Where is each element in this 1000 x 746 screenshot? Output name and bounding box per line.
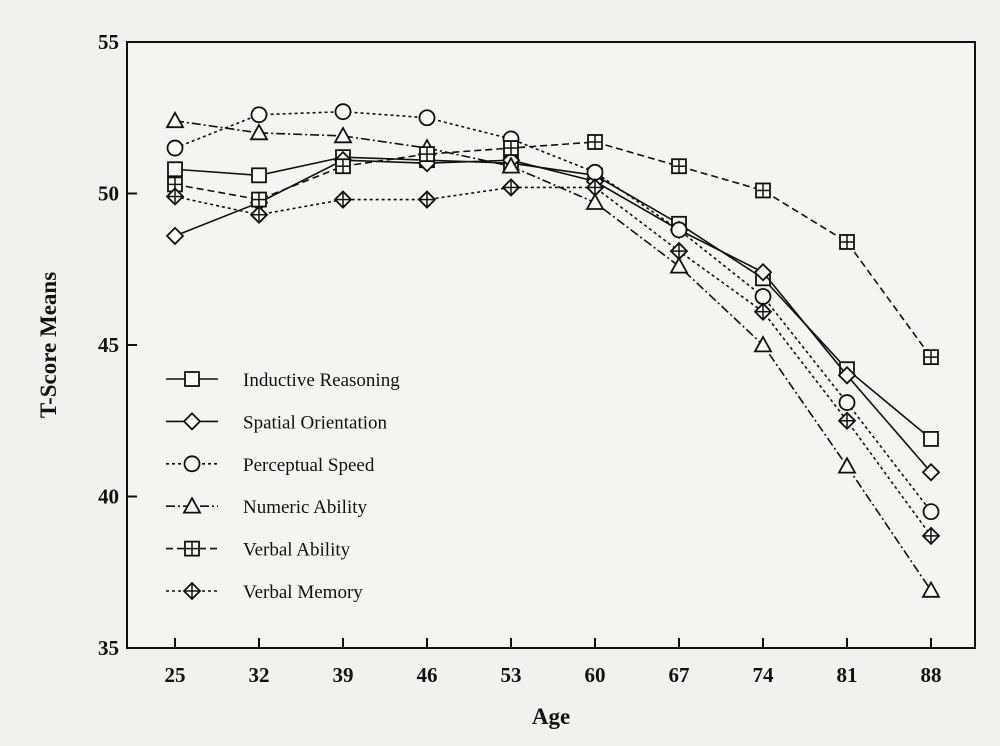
series-verbal-ability	[167, 134, 939, 366]
plot-area	[126, 41, 976, 649]
data-point	[838, 394, 856, 411]
data-point	[586, 163, 604, 181]
data-point	[165, 110, 185, 129]
y-axis: 35 40 45 50 55	[98, 30, 137, 660]
legend-item-verbal-ability: Verbal Ability	[166, 540, 351, 561]
data-point	[166, 139, 184, 157]
data-point	[418, 109, 436, 127]
y-tick-label: 40	[98, 485, 119, 509]
x-tick-label: 32	[249, 663, 270, 687]
legend-marker	[182, 496, 202, 514]
data-point	[167, 161, 183, 178]
legend: Inductive Reasoning Spatial Orientation Pe…	[166, 370, 400, 603]
legend-marker	[182, 412, 202, 431]
series-line-verbal-ability	[174, 141, 932, 358]
legend-label: Numeric Ability	[243, 497, 368, 518]
data-point	[585, 192, 605, 210]
x-tick-label: 46	[417, 663, 438, 687]
series-line-perceptual-speed	[174, 110, 932, 513]
legend-label: Spatial Orientation	[243, 412, 388, 433]
series-layer	[165, 103, 941, 598]
data-point	[334, 103, 352, 121]
data-point	[753, 263, 773, 282]
x-axis: 25 32 39 46 53 60 67 74 81 88	[165, 638, 942, 687]
x-tick-label: 74	[753, 663, 775, 687]
data-point	[923, 431, 939, 447]
legend-label: Perceptual Speed	[243, 455, 375, 476]
data-point	[249, 123, 269, 141]
legend-item-spatial-orientation: Spatial Orientation	[166, 412, 388, 433]
data-point	[921, 462, 941, 482]
data-point	[753, 335, 773, 353]
legend-marker	[184, 371, 200, 387]
y-tick-label: 55	[98, 30, 119, 54]
y-tick-label: 45	[98, 333, 119, 357]
x-tick-label: 25	[165, 663, 186, 687]
series-perceptual-speed	[166, 103, 940, 521]
x-tick-label: 53	[501, 663, 522, 687]
data-point	[501, 156, 521, 174]
legend-label: Verbal Ability	[243, 540, 351, 561]
data-point	[921, 580, 941, 598]
series-verbal-memory	[165, 178, 941, 546]
series-line-numeric-ability	[174, 119, 932, 591]
data-point	[670, 221, 688, 239]
x-tick-label: 60	[585, 663, 606, 687]
legend-item-perceptual-speed: Perceptual Speed	[166, 455, 375, 476]
legend-item-verbal-memory: Verbal Memory	[166, 581, 363, 603]
data-point	[250, 106, 268, 124]
x-tick-label: 39	[333, 663, 354, 687]
data-point	[669, 256, 689, 274]
series-line-verbal-memory	[174, 186, 932, 537]
series-line-spatial-orientation	[174, 159, 932, 473]
legend-marker	[183, 455, 201, 473]
legend-item-inductive-reasoning: Inductive Reasoning	[166, 370, 400, 391]
x-tick-label: 81	[837, 663, 858, 687]
data-point	[251, 167, 267, 184]
legend-label: Inductive Reasoning	[243, 370, 400, 391]
x-tick-label: 88	[921, 663, 942, 687]
data-point	[837, 366, 857, 385]
data-point	[754, 288, 772, 305]
legend-label: Verbal Memory	[243, 582, 363, 603]
y-tick-label: 50	[98, 182, 119, 206]
data-point	[837, 456, 857, 474]
data-point	[333, 126, 353, 144]
x-tick-label: 67	[669, 663, 690, 687]
data-point	[165, 226, 185, 246]
y-tick-label: 35	[98, 636, 119, 660]
data-point	[922, 503, 940, 521]
x-axis-title: Age	[532, 704, 570, 729]
y-axis-title: T-Score Means	[36, 272, 61, 418]
legend-item-numeric-ability: Numeric Ability	[166, 496, 368, 518]
